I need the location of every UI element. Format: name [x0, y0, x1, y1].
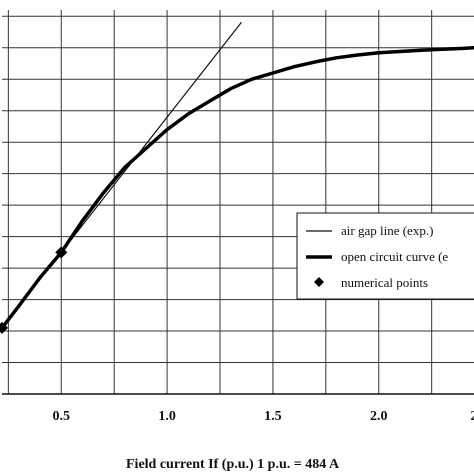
numerical-points-point-0 [0, 321, 8, 334]
legend-swatch-numerical-points [314, 277, 324, 287]
series-layer [0, 22, 474, 334]
grid-layer [2, 10, 474, 395]
numerical-points-point-1 [55, 246, 68, 259]
legend: air gap line (exp.) open circuit curve (… [296, 212, 474, 300]
x-tick-label-2: 1.5 [264, 409, 282, 424]
open-circuit-curve-e-line [0, 46, 474, 330]
legend-label-air-gap-line: air gap line (exp.) [341, 223, 433, 238]
x-axis-label: Field current If (p.u.) 1 p.u. = 484 A [126, 457, 340, 472]
x-tick-label-0: 0.5 [53, 409, 71, 424]
tick-layer: 0.5 1.0 1.5 2.0 2 [53, 409, 474, 424]
legend-label-numerical-points: numerical points [341, 275, 428, 290]
legend-label-open-circuit-curve: open circuit curve (e [341, 249, 448, 264]
x-tick-label-4: 2 [471, 409, 474, 424]
x-tick-label-3: 2.0 [370, 409, 388, 424]
x-tick-label-1: 1.0 [158, 409, 176, 424]
